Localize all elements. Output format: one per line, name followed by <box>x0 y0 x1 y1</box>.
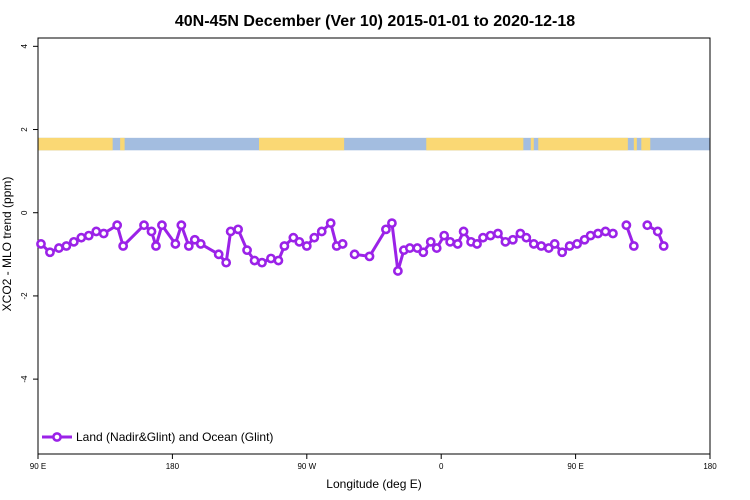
data-point <box>112 220 123 231</box>
land-segment <box>259 137 345 151</box>
data-point <box>176 220 187 231</box>
data-point <box>557 247 568 258</box>
data-point <box>652 226 663 237</box>
data-point <box>439 230 450 241</box>
y-tick-label: 2 <box>20 127 29 132</box>
data-point <box>337 239 348 249</box>
data-point <box>585 230 596 241</box>
data-point <box>279 241 290 251</box>
y-axis-label: XCO2 - MLO trend (ppm) <box>0 177 14 312</box>
y-tick-label: -4 <box>20 375 29 383</box>
data-point <box>445 236 456 247</box>
land-segment <box>530 137 534 151</box>
data-point <box>349 249 360 260</box>
data-point <box>404 243 415 253</box>
x-tick-label: 0 <box>439 462 444 471</box>
data-point <box>257 257 267 268</box>
data-point <box>608 228 618 239</box>
legend-marker <box>52 432 62 442</box>
data-point <box>233 224 244 235</box>
y-tick-label: 0 <box>20 210 29 215</box>
data-point <box>452 239 463 249</box>
data-point <box>294 236 305 247</box>
data-point <box>521 232 532 243</box>
data-point <box>183 241 194 251</box>
data-point <box>76 232 87 243</box>
data-point <box>146 226 157 237</box>
data-point <box>249 255 260 266</box>
data-point <box>458 226 469 237</box>
data-point <box>621 220 632 231</box>
data-point <box>213 249 224 260</box>
data-point <box>485 230 496 241</box>
data-point <box>642 220 653 231</box>
data-point <box>309 232 320 243</box>
land-ocean-strip <box>38 137 710 151</box>
data-point <box>418 247 429 258</box>
y-tick-label: -2 <box>20 292 29 300</box>
plot-frame <box>37 37 711 455</box>
data-point <box>221 257 232 268</box>
data-point <box>528 239 539 249</box>
data-point <box>593 228 603 239</box>
data-point <box>118 241 129 251</box>
data-point <box>658 241 669 251</box>
data-point <box>431 243 442 253</box>
data-point <box>600 226 611 237</box>
data-point <box>536 241 547 251</box>
data-point <box>273 255 284 266</box>
data-point <box>493 228 503 239</box>
y-tick-label: 4 <box>20 44 29 49</box>
data-point <box>68 236 79 247</box>
data-point <box>316 226 327 237</box>
data-point <box>98 228 109 239</box>
data-point <box>507 234 518 245</box>
data-point <box>139 220 149 231</box>
data-point <box>36 239 46 249</box>
x-tick-label: 90 E <box>30 462 46 471</box>
data-point <box>425 236 436 247</box>
data-point <box>572 239 582 249</box>
data-point <box>325 218 336 229</box>
data-point <box>478 232 488 243</box>
data-point <box>45 247 55 258</box>
data-series <box>36 218 669 276</box>
data-point <box>61 241 72 251</box>
data-point <box>225 226 236 237</box>
land-segment <box>641 137 651 151</box>
data-point <box>242 245 252 256</box>
data-point <box>392 266 403 276</box>
x-tick-label: 90 E <box>567 462 583 471</box>
data-point <box>472 239 482 249</box>
data-point <box>500 236 511 247</box>
legend: Land (Nadir&Glint) and Ocean (Glint) <box>42 430 273 444</box>
data-point <box>549 239 560 249</box>
land-segment <box>538 137 628 151</box>
x-tick-label: 180 <box>703 462 717 471</box>
data-point <box>91 226 102 237</box>
data-point <box>54 243 64 253</box>
data-point <box>157 220 167 231</box>
data-point <box>387 218 397 229</box>
data-point <box>83 230 94 241</box>
legend-label: Land (Nadir&Glint) and Ocean (Glint) <box>76 430 273 444</box>
data-point <box>151 241 161 251</box>
x-tick-label: 180 <box>166 462 180 471</box>
data-point <box>381 224 391 235</box>
data-point <box>628 241 639 251</box>
chart-title: 40N-45N December (Ver 10) 2015-01-01 to … <box>175 13 575 30</box>
land-segment <box>633 137 637 151</box>
land-segment <box>38 137 113 151</box>
data-point <box>564 241 575 251</box>
data-point <box>195 239 206 249</box>
land-segment <box>426 137 524 151</box>
data-point <box>266 253 276 264</box>
data-point <box>170 239 181 249</box>
data-point <box>364 251 375 262</box>
x-axis-label: Longitude (deg E) <box>326 477 421 491</box>
x-tick-label: 90 W <box>297 462 316 471</box>
land-segment <box>120 137 125 151</box>
data-point <box>301 241 312 251</box>
